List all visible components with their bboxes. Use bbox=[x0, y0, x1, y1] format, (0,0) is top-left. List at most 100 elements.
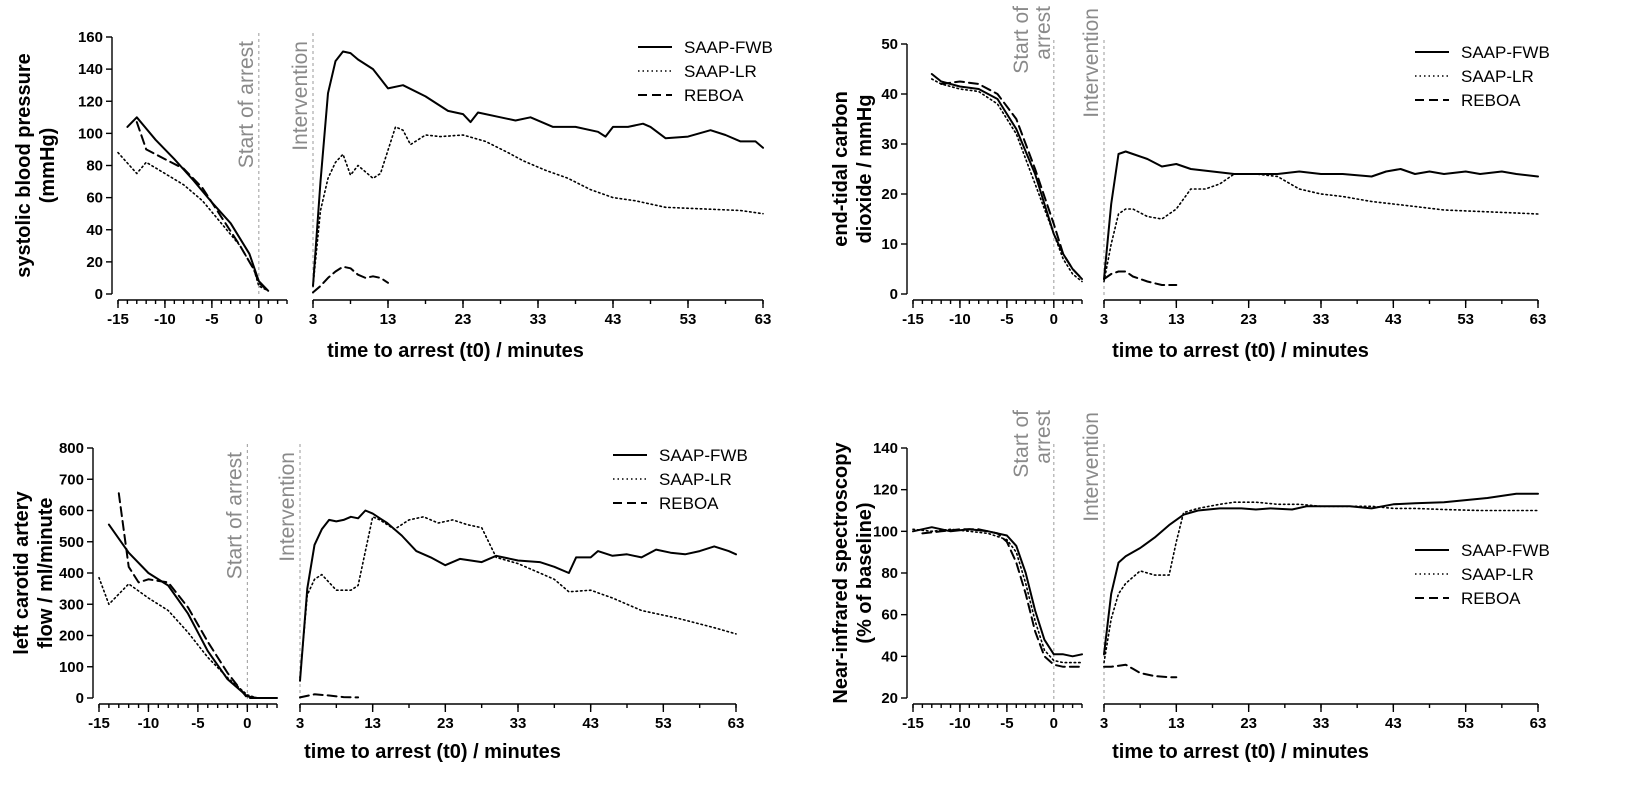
y-tick-label: 100 bbox=[59, 659, 84, 676]
chart-panel-2: 0 10 20 30 40 50 -15 -10 -5 0 3 13 23 33 43 53 63 time to… bbox=[815, 0, 1630, 400]
intervention-annotation: Intervention bbox=[1080, 8, 1103, 118]
y-tick-label: 140 bbox=[78, 61, 103, 78]
x-tick-label: 53 bbox=[1457, 715, 1474, 732]
x-tick-label: 0 bbox=[243, 715, 251, 732]
x-tick-label: 63 bbox=[728, 715, 745, 732]
x-tick-label: -5 bbox=[191, 715, 204, 732]
annotation-text: Start of arrest bbox=[223, 452, 246, 579]
chart-panel-1: 0 20 40 60 80 100 120 140 160 -15 -10 -5 0 3 13 23 33 43 5… bbox=[0, 0, 815, 400]
y-tick-label: 10 bbox=[881, 236, 898, 253]
series-line-reboa-post bbox=[1103, 270, 1178, 286]
y-axis-label: systolic blood pressure (mmHg) bbox=[13, 53, 59, 278]
legend-label: SAAP-FWB bbox=[1461, 541, 1550, 560]
x-tick-label: 23 bbox=[1240, 715, 1257, 732]
x-tick-label: -15 bbox=[88, 715, 110, 732]
series-line-saap-lr-post bbox=[312, 126, 764, 287]
legend: SAAP-FWB SAAP-LR REBOA bbox=[638, 38, 773, 105]
legend-label: REBOA bbox=[1461, 91, 1521, 110]
series-line-saap-lr-pre bbox=[117, 151, 270, 292]
x-tick-label: -15 bbox=[902, 311, 924, 328]
start-of-arrest-annotation: Start of arrest bbox=[1010, 410, 1055, 478]
y-tick-label: 40 bbox=[881, 648, 898, 665]
x-tick-label: -10 bbox=[138, 715, 160, 732]
x-tick-label: 33 bbox=[1313, 311, 1330, 328]
series-line-reboa-pre bbox=[117, 492, 278, 699]
legend-label: SAAP-FWB bbox=[684, 38, 773, 57]
y-axis-label: end-tidal carbon dioxide / mmHg bbox=[830, 91, 876, 247]
annotation-text: arrest bbox=[1032, 6, 1055, 60]
series-line-saap-fwb-post bbox=[312, 50, 764, 287]
series-line-saap-fwb-post bbox=[1103, 492, 1539, 656]
annotation-text: Intervention bbox=[289, 41, 312, 151]
series-line-saap-lr-pre bbox=[931, 78, 1083, 283]
y-tick-label: 0 bbox=[95, 286, 103, 303]
x-tick-label: -10 bbox=[949, 715, 971, 732]
y-tick-label: 300 bbox=[59, 596, 84, 613]
x-tick-label: -10 bbox=[154, 311, 176, 328]
start-of-arrest-annotation: Start of arrest bbox=[223, 452, 246, 579]
x-tick-label: 13 bbox=[1168, 715, 1185, 732]
chart-panel-4: 20 40 60 80 100 120 140 -15 -10 -5 0 3 13 23 33 43 53 63 t… bbox=[815, 400, 1630, 800]
start-of-arrest-annotation: Start of arrest bbox=[1010, 6, 1055, 74]
x-tick-label: 33 bbox=[530, 311, 547, 328]
x-tick-label: 63 bbox=[1530, 715, 1547, 732]
x-tick-label: 3 bbox=[296, 715, 304, 732]
x-tick-label: 43 bbox=[1385, 311, 1402, 328]
x-axis-label: time to arrest (t0) / minutes bbox=[327, 340, 584, 362]
y-axis-label-line: (mmHg) bbox=[37, 128, 59, 204]
legend: SAAP-FWB SAAP-LR REBOA bbox=[613, 446, 748, 513]
series-line-reboa-pre bbox=[921, 528, 1083, 668]
y-axis-label-line: left carotid artery bbox=[11, 490, 33, 654]
legend-label: REBOA bbox=[684, 86, 744, 105]
x-tick-label: 63 bbox=[1530, 311, 1547, 328]
series-line-saap-lr-post bbox=[1103, 501, 1539, 664]
y-axis-label-line: end-tidal carbon bbox=[830, 91, 852, 247]
y-tick-label: 40 bbox=[86, 222, 103, 239]
y-axis-label-line: flow / ml/minute bbox=[35, 497, 57, 648]
y-tick-label: 800 bbox=[59, 440, 84, 457]
series-line-saap-fwb-pre bbox=[107, 523, 278, 699]
intervention-annotation: Intervention bbox=[289, 41, 312, 151]
x-tick-label: 0 bbox=[1050, 311, 1058, 328]
chart-svg: 0 100 200 300 400 500 600 700 800 -15 -10 -5 0 3 13 23 3… bbox=[11, 440, 748, 763]
start-of-arrest-annotation: Start of arrest bbox=[235, 41, 258, 168]
x-tick-label: 13 bbox=[380, 311, 397, 328]
y-tick-label: 120 bbox=[78, 93, 103, 110]
chart-svg: 0 10 20 30 40 50 -15 -10 -5 0 3 13 23 33 43 53 63 time to… bbox=[830, 6, 1550, 362]
x-axis-label: time to arrest (t0) / minutes bbox=[1112, 340, 1369, 362]
chart-svg: 20 40 60 80 100 120 140 -15 -10 -5 0 3 13 23 33 43 53 63 t… bbox=[830, 410, 1550, 763]
y-tick-label: 40 bbox=[881, 86, 898, 103]
chart-svg: 0 20 40 60 80 100 120 140 160 -15 -10 -5 0 3 13 23 33 43 5… bbox=[13, 29, 773, 362]
legend: SAAP-FWB SAAP-LR REBOA bbox=[1415, 541, 1550, 608]
x-tick-label: 43 bbox=[1385, 715, 1402, 732]
x-tick-label: 33 bbox=[510, 715, 527, 732]
y-tick-label: 100 bbox=[873, 523, 898, 540]
annotation-text: Start of arrest bbox=[235, 41, 258, 168]
series-line-reboa-post bbox=[312, 265, 389, 294]
chart-panel-3: 0 100 200 300 400 500 600 700 800 -15 -10 -5 0 3 13 23 3… bbox=[0, 400, 815, 800]
y-tick-label: 200 bbox=[59, 628, 84, 645]
x-axis-label: time to arrest (t0) / minutes bbox=[1112, 741, 1369, 763]
x-tick-label: -5 bbox=[205, 311, 218, 328]
series-line-reboa-pre bbox=[940, 80, 1083, 280]
x-tick-label: 0 bbox=[1050, 715, 1058, 732]
y-axis-label-line: Near-infrared spectroscopy bbox=[830, 442, 852, 704]
series-line-saap-fwb-post bbox=[1103, 150, 1539, 280]
y-tick-label: 20 bbox=[86, 254, 103, 271]
y-tick-label: 100 bbox=[78, 125, 103, 142]
annotation-text: Intervention bbox=[1080, 412, 1103, 522]
series-line-saap-lr-post bbox=[299, 516, 737, 679]
series-line-reboa-post bbox=[1103, 663, 1178, 679]
y-tick-label: 0 bbox=[890, 286, 898, 303]
x-tick-label: 43 bbox=[605, 311, 622, 328]
legend: SAAP-FWB SAAP-LR REBOA bbox=[1415, 43, 1550, 110]
intervention-annotation: Intervention bbox=[276, 452, 299, 562]
x-tick-label: 3 bbox=[1100, 715, 1108, 732]
legend-label: REBOA bbox=[659, 494, 719, 513]
y-axis-label-line: systolic blood pressure bbox=[13, 53, 35, 278]
y-tick-label: 160 bbox=[78, 29, 103, 46]
y-axis-label: Near-infrared spectroscopy (% of baseline… bbox=[830, 442, 876, 704]
x-tick-label: 0 bbox=[255, 311, 263, 328]
y-tick-label: 140 bbox=[873, 440, 898, 457]
x-tick-label: 3 bbox=[1100, 311, 1108, 328]
